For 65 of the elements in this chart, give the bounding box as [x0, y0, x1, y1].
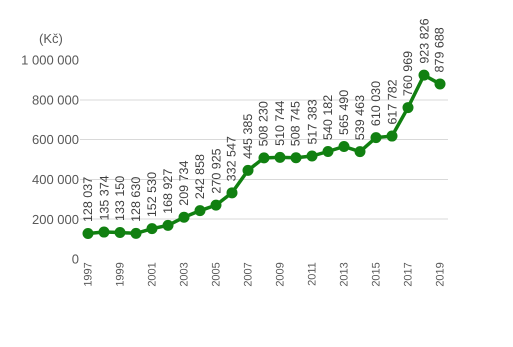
point [82, 228, 94, 240]
x-tick-label: 2017 [402, 262, 415, 287]
y-tick-label: 200 000 [32, 212, 79, 227]
data-label: 508 745 [288, 101, 303, 146]
point [370, 132, 382, 144]
data-label: 923 826 [417, 18, 432, 64]
point [322, 146, 334, 157]
point [226, 187, 238, 198]
x-tick-label: 1997 [82, 262, 95, 287]
point [146, 223, 158, 234]
point [274, 152, 286, 163]
data-label: 445 385 [241, 114, 256, 159]
x-tick-label: 2003 [178, 262, 191, 287]
data-label: 332 547 [224, 136, 239, 182]
x-tick-label: 2005 [210, 262, 223, 287]
point [306, 150, 318, 162]
point [162, 220, 174, 231]
y-tick-label: 800 000 [32, 92, 79, 108]
data-label: 508 230 [256, 101, 271, 146]
y-tick-label: 600 000 [32, 132, 79, 148]
data-label: 510 744 [273, 100, 288, 146]
data-label: 879 688 [432, 27, 447, 72]
point [258, 152, 270, 164]
point [178, 212, 190, 223]
data-label: 133 150 [113, 176, 127, 221]
data-label: 617 782 [385, 79, 400, 125]
data-label: 209 734 [177, 160, 192, 206]
data-label: 270 925 [209, 148, 224, 194]
point [114, 227, 126, 238]
point [354, 146, 366, 158]
point [338, 140, 350, 152]
x-tick-label: 2001 [146, 262, 159, 287]
data-label: 128 630 [129, 176, 144, 222]
data-label: 517 383 [305, 99, 320, 145]
y-tick-label: 400 000 [32, 172, 79, 187]
point [434, 78, 446, 90]
x-tick-label: 2013 [338, 262, 351, 287]
point [130, 228, 142, 239]
point [98, 226, 110, 238]
data-label: 610 030 [368, 80, 383, 126]
data-label: 565 490 [337, 90, 352, 135]
x-tick-label: 1999 [114, 262, 127, 287]
point [386, 130, 398, 142]
point [210, 200, 222, 211]
data-label: 135 374 [97, 175, 112, 221]
data-label: 152 530 [144, 172, 159, 218]
point [402, 102, 414, 114]
y-tick-label: 0 [72, 252, 79, 267]
y-tick-label: 1 000 000 [21, 52, 79, 68]
x-tick-label: 2011 [306, 262, 319, 286]
x-tick-label: 2009 [274, 262, 287, 287]
point [242, 164, 254, 176]
data-label: 168 927 [161, 168, 176, 214]
data-label: 242 858 [192, 154, 207, 200]
x-tick-label: 2007 [242, 262, 255, 287]
point [418, 70, 430, 81]
point [194, 205, 206, 216]
point [290, 152, 302, 164]
x-tick-label: 2015 [370, 262, 383, 287]
x-tick-label: 2019 [434, 262, 447, 287]
data-label: 539 463 [352, 94, 367, 140]
data-label: 760 969 [400, 50, 415, 96]
data-label: 128 037 [80, 176, 95, 222]
y-axis-title: (Kč) [39, 31, 63, 46]
data-label: 540 182 [321, 94, 335, 140]
